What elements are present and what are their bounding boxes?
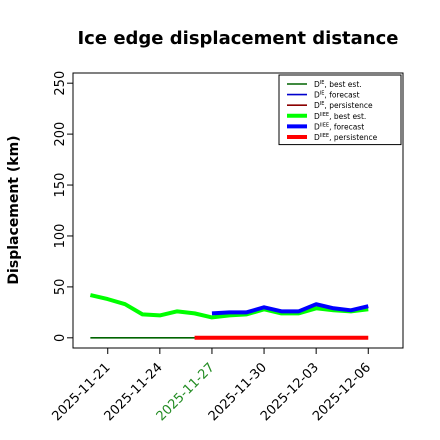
y-tick-label: 200 — [53, 122, 68, 147]
y-axis: 0 50 100 150 200 250 — [53, 71, 73, 342]
legend-label: DIE, forecast — [314, 91, 360, 100]
legend-box — [278, 74, 402, 146]
legend-label: DIIEE, best est. — [314, 112, 366, 121]
series-layer — [89, 293, 369, 340]
legend-label: DIIEE, persistence — [314, 133, 378, 142]
y-tick-label: 100 — [53, 224, 68, 249]
y-tick-label: 0 — [53, 334, 68, 342]
series-line-d_iiee_forecast — [211, 302, 369, 316]
y-tick-label: 50 — [53, 279, 68, 296]
legend-label: DIE, best est. — [314, 80, 362, 89]
y-axis-label: Displacement (km) — [6, 135, 22, 284]
legend-label: DIIEE, forecast — [314, 122, 364, 131]
plot-area-frame — [72, 72, 404, 349]
series-line-d_iiee_best — [89, 293, 369, 320]
chart-title: Ice edge displacement distance — [77, 28, 398, 49]
y-tick-label: 150 — [53, 173, 68, 198]
legend-label: DIE, persistence — [314, 101, 373, 110]
y-tick-label: 250 — [53, 71, 68, 96]
